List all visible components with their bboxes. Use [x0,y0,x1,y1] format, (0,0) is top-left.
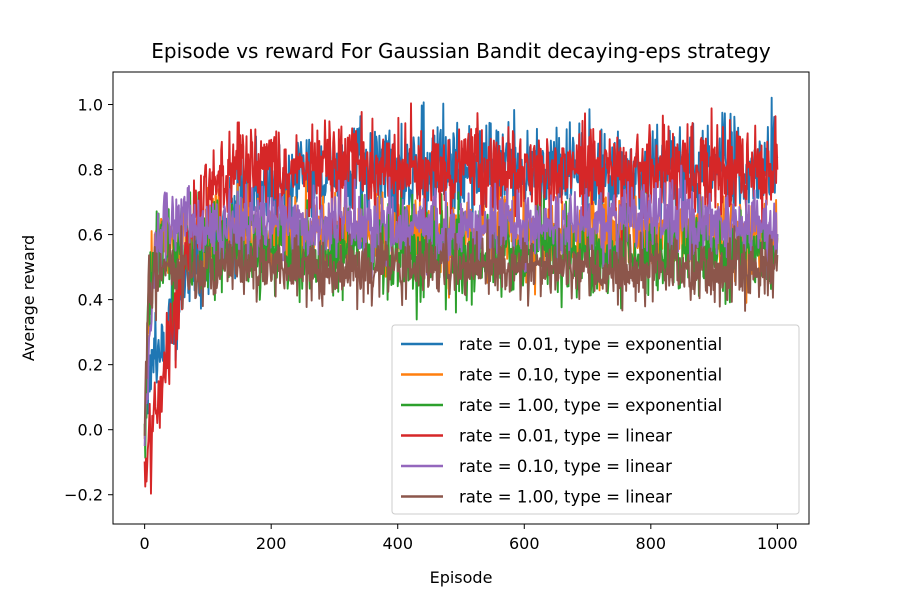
y-tick-label: 1.0 [78,96,103,115]
legend-label: rate = 0.10, type = linear [459,457,672,476]
series-line [143,102,779,495]
y-axis-ticks: −0.2 0.0 0.2 0.4 0.6 0.8 1.0 [64,96,113,505]
legend-label: rate = 0.10, type = exponential [459,366,722,385]
x-axis-label: Episode [430,568,493,587]
legend-label: rate = 0.01, type = linear [459,427,672,446]
series-layer [143,96,779,495]
legend-label: rate = 1.00, type = linear [459,488,672,507]
x-tick-label: 200 [256,534,287,553]
legend: rate = 0.01, type = exponential rate = 0.… [391,324,800,515]
legend-box [391,324,800,515]
x-tick-label: 600 [509,534,540,553]
y-tick-label: −0.2 [64,486,103,505]
x-tick-label: 0 [140,534,150,553]
y-tick-label: 0.2 [78,356,103,375]
x-tick-label: 800 [636,534,667,553]
series-line [143,219,779,436]
y-tick-label: 0.8 [78,161,103,180]
x-axis-ticks: 0 200 400 600 800 1000 [140,524,798,553]
y-tick-label: 0.4 [78,291,103,310]
y-tick-label: 0.0 [78,421,103,440]
plot-frame [112,71,810,525]
y-axis-label: Average reward [19,235,38,361]
legend-label: rate = 0.01, type = exponential [459,335,722,354]
x-tick-label: 1000 [757,534,798,553]
legend-label: rate = 1.00, type = exponential [459,396,722,415]
x-tick-label: 400 [382,534,413,553]
chart-title: Episode vs reward For Gaussian Bandit de… [151,39,771,63]
y-tick-label: 0.6 [78,226,103,245]
